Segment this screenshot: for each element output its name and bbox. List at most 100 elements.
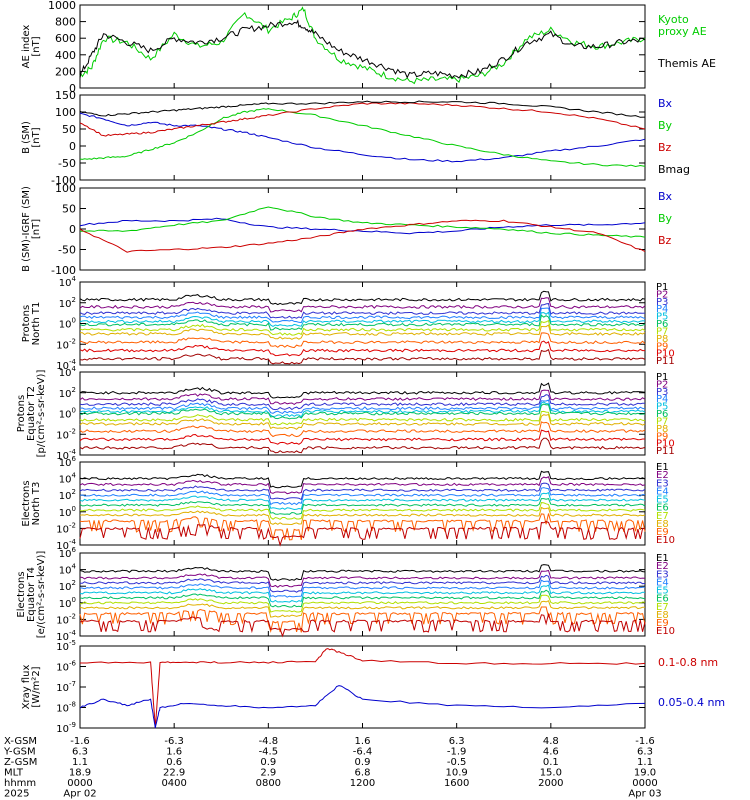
legend-label: Bx: [658, 97, 673, 110]
y-tick-label: 0: [69, 82, 76, 95]
legend-label: By: [658, 212, 673, 225]
legend-label: By: [658, 119, 673, 132]
series-line-bx: [79, 217, 646, 235]
x-row-label: MLT: [4, 768, 24, 779]
x-tick-value: 18.9: [69, 768, 91, 779]
y-tick-label: 100: [59, 407, 76, 421]
channel-label-e7: E7: [656, 511, 669, 522]
channel-label-e9: E9: [656, 527, 669, 538]
y-tick-label: 104: [59, 563, 77, 577]
channel-line-e3: [79, 574, 646, 593]
y-tick-label: 10-5: [56, 639, 76, 653]
y-tick-label: 104: [59, 365, 77, 379]
channel-line-e3: [79, 482, 646, 501]
series-line-themis-ae: [79, 19, 646, 79]
channel-line-p4: [79, 307, 646, 324]
channel-line-e1: [79, 564, 646, 582]
y-axis-label: [nT]: [31, 219, 42, 239]
series-line-0-1-0-8-nm: [80, 648, 646, 729]
channel-line-e2: [79, 476, 646, 495]
y-axis-label: Equator T2: [26, 386, 37, 441]
y-tick-label: 10-2: [56, 427, 76, 441]
y-tick-label: 106: [59, 455, 77, 469]
y-tick-label: 102: [59, 296, 76, 310]
channel-label-p2: P2: [656, 379, 668, 390]
channel-line-p3: [79, 303, 646, 319]
y-axis-label: Xray flux: [21, 665, 32, 710]
x-tick-value: 1200: [350, 778, 375, 789]
channel-label-e2: E2: [656, 470, 669, 481]
panel-frame-xray: [79, 645, 646, 729]
panel-frame-bdiff: [79, 187, 646, 271]
series-line-by: [79, 206, 646, 238]
y-axis-label: [nT]: [31, 36, 42, 56]
y-tick-label: -100: [51, 174, 76, 187]
y-tick-label: 10-2: [56, 337, 76, 351]
channel-line-p10: [79, 429, 645, 445]
channel-line-p6: [80, 403, 646, 420]
channel-line-e4: [79, 579, 646, 598]
channel-label-e8: E8: [656, 519, 669, 530]
channel-label-e6: E6: [656, 594, 669, 605]
y-tick-label: 150: [55, 89, 76, 102]
channel-label-e2: E2: [656, 561, 669, 572]
legend-label: Kyoto: [658, 13, 689, 26]
series-line-bx: [79, 112, 646, 163]
y-axis-label: Electrons: [16, 571, 27, 617]
y-tick-label: 100: [59, 317, 76, 331]
channel-line-p3: [79, 394, 646, 411]
x-row-label: Y-GSM: [3, 747, 36, 758]
x-tick-value: 0.9: [355, 757, 371, 768]
x-tick-value: -1.9: [447, 747, 467, 758]
channel-label-p7: P7: [656, 326, 668, 337]
y-tick-label: 104: [59, 275, 77, 289]
panel-frame-ae: [79, 4, 646, 89]
y-tick-label: 106: [59, 546, 77, 560]
y-tick-label: 102: [59, 579, 76, 593]
channel-line-e9: [79, 513, 646, 541]
channel-label-e3: E3: [656, 478, 669, 489]
y-axis-label: AE index: [21, 25, 32, 69]
y-tick-label: 10-7: [56, 680, 76, 694]
y-axis-label: B (SM)-IGRF (SM): [21, 186, 32, 272]
x-tick-value: 0.9: [260, 757, 276, 768]
y-tick-label: 0: [69, 223, 76, 236]
channel-label-p8: P8: [656, 334, 668, 345]
y-tick-label: -50: [58, 157, 76, 170]
channel-line-e8: [79, 506, 646, 526]
channel-label-e5: E5: [656, 495, 669, 506]
x-tick-value: 0400: [161, 778, 186, 789]
y-axis-label: [p/(cm²-s-sr-keV)]: [36, 370, 47, 458]
y-tick-label: 50: [62, 203, 76, 216]
channel-label-e1: E1: [656, 553, 669, 564]
y-axis-label: Electrons: [21, 480, 32, 526]
channel-label-p8: P8: [656, 424, 668, 435]
channel-label-p4: P4: [656, 304, 668, 315]
channel-label-e8: E8: [656, 610, 669, 621]
channel-line-p8: [79, 413, 646, 430]
y-tick-label: 10-9: [56, 721, 76, 735]
y-tick-label: 600: [55, 32, 76, 45]
channel-line-p6: [79, 314, 646, 331]
x-tick-value: 6.8: [355, 768, 371, 779]
x-tick-value: 1.1: [72, 757, 88, 768]
channel-line-e9: [79, 606, 646, 634]
channel-label-p6: P6: [656, 319, 668, 330]
x-tick-value: -6.4: [353, 747, 373, 758]
y-tick-label: 100: [55, 182, 76, 195]
x-tick-value: 6.3: [449, 736, 465, 747]
y-axis-label: North T1: [31, 302, 42, 346]
y-tick-label: 10-8: [56, 701, 76, 715]
x-tick-value: -0.5: [447, 757, 467, 768]
y-tick-label: 102: [59, 488, 76, 502]
x-tick-value: 1600: [444, 778, 469, 789]
channel-line-p1: [79, 290, 646, 306]
y-axis-label: [e/(cm²-s-sr-keV)]: [36, 551, 47, 639]
x-row-label: 2025: [4, 789, 29, 800]
series-line-by: [79, 108, 646, 168]
y-tick-label: 10-2: [56, 612, 76, 626]
y-tick-label: 200: [55, 65, 76, 78]
y-tick-label: 50: [62, 123, 76, 136]
channel-line-e10: [79, 612, 646, 638]
